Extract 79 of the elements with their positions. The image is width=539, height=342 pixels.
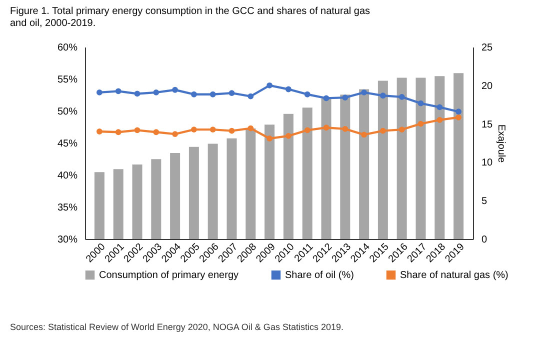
bar [208, 144, 218, 239]
point [153, 89, 160, 96]
legend-label: Share of oil (%) [285, 270, 354, 282]
point [172, 131, 178, 137]
point [228, 90, 235, 96]
point [134, 127, 140, 134]
chart-title: Figure 1. Total primary energy consumption in the GCC and shares of natural gas and oil, 2000-2019. [10, 6, 370, 29]
point [380, 92, 386, 99]
point [96, 128, 102, 134]
point [190, 126, 197, 133]
point [210, 126, 216, 133]
point [418, 100, 424, 106]
bar [283, 114, 294, 239]
point [342, 126, 348, 132]
point [323, 124, 330, 131]
bar [132, 164, 142, 239]
point [436, 104, 443, 110]
point [304, 91, 310, 98]
bar [151, 159, 162, 239]
bar [396, 78, 407, 239]
bar [188, 146, 199, 239]
y2-tick-label: 5 [482, 196, 488, 208]
bar [359, 89, 370, 239]
point [398, 94, 405, 100]
source-note: Sources: Statistical Review of World Energy 2020, NOGA Oil & Gas Statistics 2019. [10, 322, 344, 332]
legend-label: Consumption of primary energy [99, 270, 239, 282]
bar [340, 94, 350, 239]
point [115, 129, 122, 136]
bar [302, 108, 312, 239]
point [153, 129, 160, 136]
point [456, 114, 462, 120]
y2-axis-title: Exajoule [496, 124, 507, 164]
y-tick-label: 35% [57, 202, 78, 214]
point [456, 108, 462, 115]
y-tick-label: 50% [57, 106, 78, 118]
bar [226, 138, 237, 239]
point [285, 133, 292, 139]
y-tick-label: 40% [57, 170, 78, 182]
y-tick-label: 45% [57, 138, 78, 150]
y-tick-label: 55% [57, 74, 78, 86]
y2-tick-label: 0 [482, 234, 488, 246]
point [361, 132, 368, 138]
bar [454, 73, 464, 239]
point [248, 93, 254, 100]
point [380, 128, 386, 134]
point [134, 90, 140, 97]
y2-tick-label: 15 [482, 119, 494, 130]
y2-tick-label: 20 [482, 80, 494, 92]
point [361, 89, 368, 96]
bar [378, 80, 388, 239]
y-tick-label: 30% [57, 234, 78, 246]
point [210, 91, 216, 98]
point [304, 127, 310, 134]
point [248, 125, 254, 132]
bar [170, 152, 180, 239]
y2-tick-label: 10 [482, 158, 494, 169]
bar [416, 78, 426, 239]
point [96, 89, 102, 96]
bar [264, 124, 275, 239]
bar [113, 169, 124, 239]
point [115, 88, 122, 94]
point [266, 82, 273, 88]
point [342, 94, 348, 101]
y-tick-label: 60% [57, 42, 78, 54]
y2-tick-label: 25 [482, 42, 494, 54]
bar [321, 98, 332, 239]
point [418, 120, 424, 127]
point [172, 86, 178, 93]
legend-label: Share of natural gas (%) [400, 270, 508, 282]
point [266, 136, 273, 142]
bar [246, 128, 256, 239]
point [323, 95, 330, 102]
point [398, 126, 405, 133]
bar [434, 76, 445, 239]
point [436, 117, 443, 123]
bar [94, 172, 104, 239]
point [190, 91, 197, 98]
point [285, 86, 292, 92]
point [228, 128, 235, 134]
